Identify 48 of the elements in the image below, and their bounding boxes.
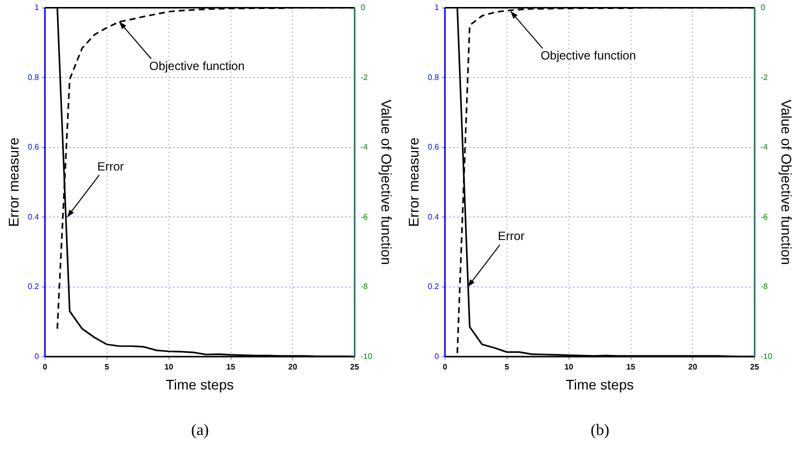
annotation: Error	[498, 229, 525, 244]
x-tick-label: 20	[688, 362, 698, 372]
y-tick-label: 0.8	[428, 72, 440, 82]
y-tick-label: 0.6	[28, 142, 40, 152]
x-tick-label: 5	[104, 362, 110, 372]
y-tick-label: 0.6	[428, 142, 440, 152]
y-tick-label: 0.4	[28, 212, 40, 222]
x-tick-label: 5	[504, 362, 510, 372]
annotation: Objective function	[540, 48, 636, 63]
y2-tick-label: -6	[360, 212, 368, 222]
x-axis-title: Time steps	[566, 376, 634, 392]
x-tick-label: 25	[750, 362, 760, 372]
y-tick-label: 0.2	[28, 282, 40, 292]
x-tick-label: 0	[42, 362, 48, 372]
y2-tick-label: -10	[360, 352, 373, 361]
y-tick-label: 0.4	[428, 212, 440, 222]
y2-axis-title: Value of Objective function	[378, 99, 395, 265]
annotation: Error	[97, 159, 124, 174]
y2-axis-title: Value of Objective function	[778, 99, 795, 265]
y2-tick-label: 0	[360, 3, 366, 12]
x-tick-label: 10	[164, 362, 174, 372]
x-tick-label: 15	[226, 362, 236, 372]
x-axis-title: Time steps	[166, 376, 234, 392]
text: (a)	[191, 422, 209, 440]
text: (b)	[590, 422, 610, 440]
x-tick-label: 20	[288, 362, 298, 372]
x-tick-label: 0	[442, 362, 448, 372]
y2-tick-label: -6	[760, 212, 768, 222]
annotation: Objective function	[149, 59, 245, 74]
y2-tick-label: -4	[360, 142, 368, 152]
y-tick-label: 0	[34, 352, 40, 361]
y-tick-label: 0	[434, 352, 440, 361]
y2-tick-label: -10	[760, 352, 773, 361]
y-tick-label: 1	[434, 3, 440, 12]
y-axis-title: Error measure	[5, 137, 22, 227]
y-tick-label: 1	[34, 3, 40, 12]
y-tick-label: 0.2	[428, 282, 440, 292]
y-axis-title: Error measure	[405, 137, 422, 227]
y2-tick-label: -8	[760, 282, 768, 292]
y2-tick-label: -2	[760, 72, 768, 82]
x-tick-label: 10	[564, 362, 574, 372]
y2-tick-label: -4	[760, 142, 768, 152]
y2-tick-label: -2	[360, 72, 368, 82]
x-tick-label: 15	[626, 362, 636, 372]
y2-tick-label: 0	[760, 3, 766, 12]
y-tick-label: 0.8	[28, 72, 40, 82]
y2-tick-label: -8	[360, 282, 368, 292]
x-tick-label: 25	[350, 362, 360, 372]
